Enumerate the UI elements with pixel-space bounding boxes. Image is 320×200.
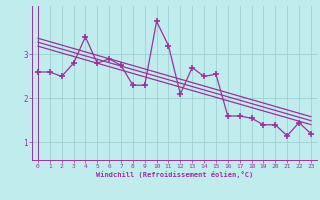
X-axis label: Windchill (Refroidissement éolien,°C): Windchill (Refroidissement éolien,°C) xyxy=(96,171,253,178)
